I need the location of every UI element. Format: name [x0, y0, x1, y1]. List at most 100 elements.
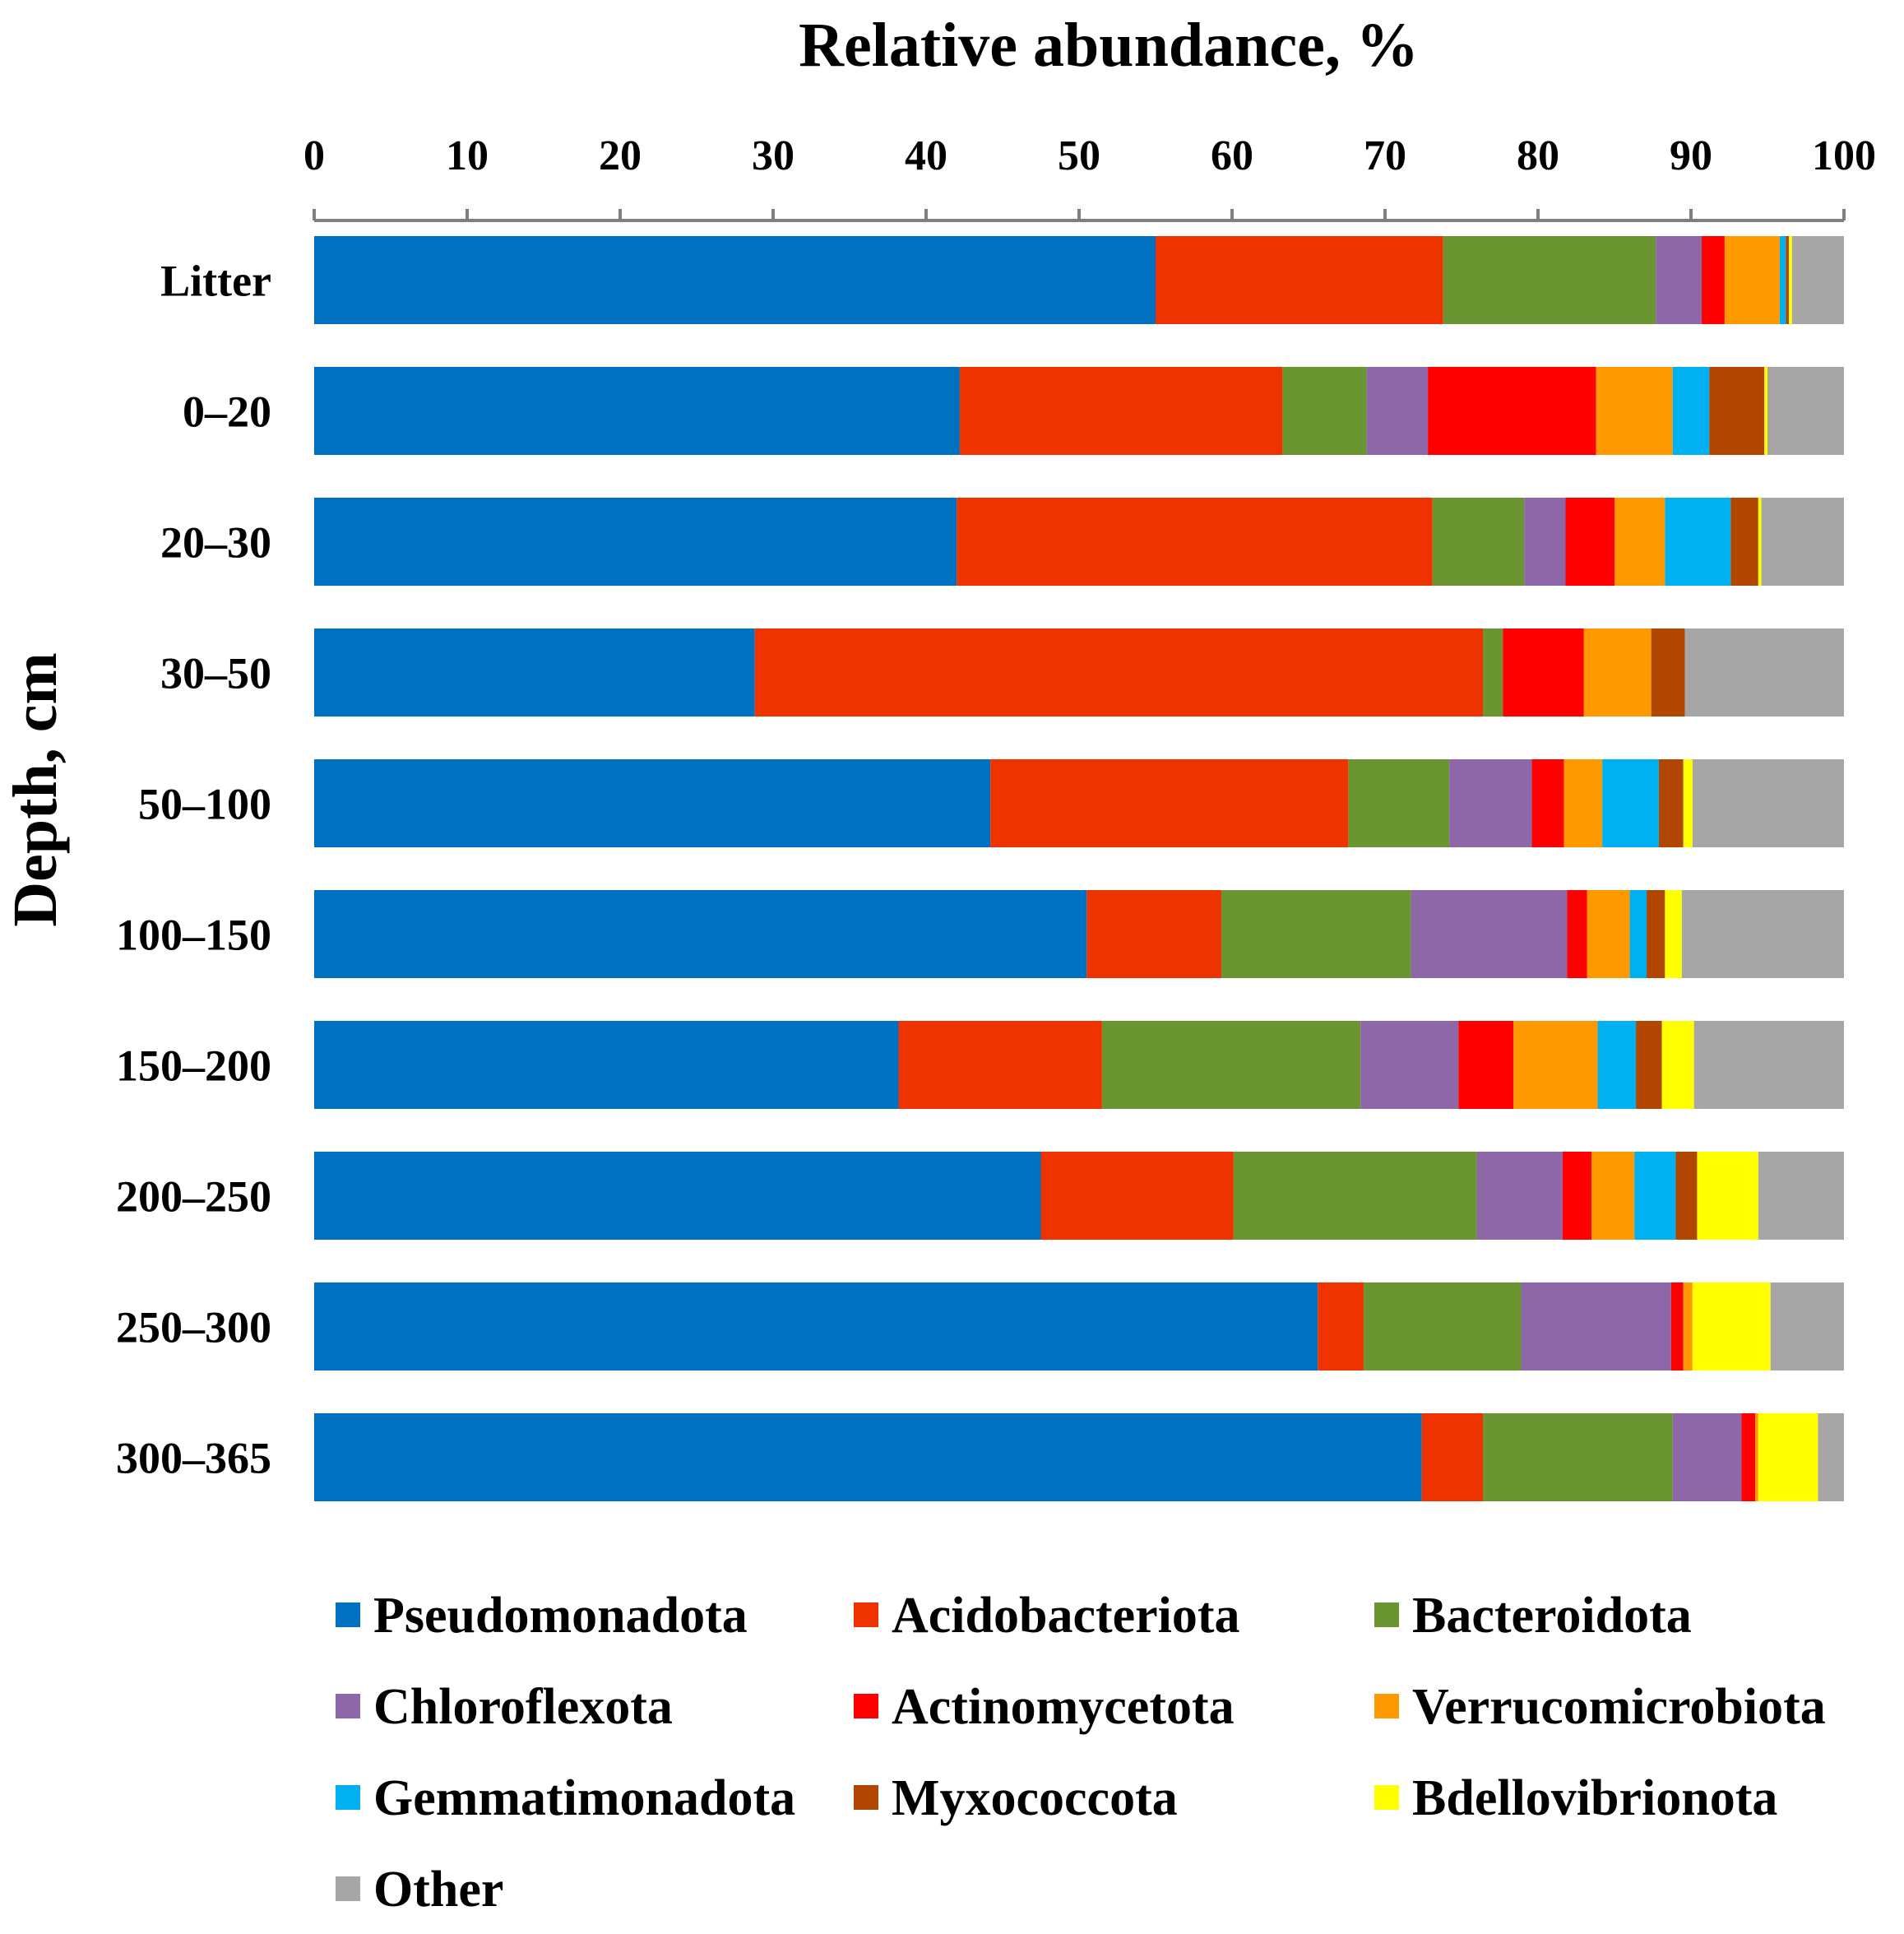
- bar-segment: [1755, 1413, 1758, 1501]
- bar-segment: [1786, 236, 1790, 324]
- bar-segment: [1411, 890, 1568, 978]
- category-label: 20–30: [160, 518, 271, 568]
- bar-segment: [1318, 1282, 1364, 1370]
- legend-swatch: [1374, 1602, 1399, 1627]
- x-tick-label: 50: [1058, 132, 1100, 179]
- category-label: 250–300: [116, 1303, 271, 1352]
- legend-item: Myxococcota: [854, 1770, 1178, 1826]
- x-tick-label: 80: [1517, 132, 1559, 179]
- bar-segment: [1503, 628, 1584, 717]
- legend-swatch: [1374, 1694, 1399, 1718]
- bar-segment: [1791, 236, 1844, 324]
- legend-swatch: [336, 1694, 360, 1718]
- bar-segment: [1758, 1413, 1818, 1501]
- bar-segment: [1513, 1021, 1598, 1109]
- bar-segment: [1665, 498, 1731, 586]
- x-tick-label: 60: [1211, 132, 1253, 179]
- bar-segment: [1449, 759, 1532, 847]
- legend-item: Verrucomicrobiota: [1374, 1679, 1826, 1735]
- bar-segment: [1702, 236, 1725, 324]
- bar-segment: [314, 1021, 899, 1109]
- bar-segment: [1681, 890, 1844, 978]
- bar-segment: [1764, 367, 1767, 455]
- category-label: 0–20: [183, 387, 271, 437]
- legend-label: Verrucomicrobiota: [1412, 1679, 1826, 1735]
- category-label: 150–200: [116, 1041, 271, 1091]
- bar-segment: [1483, 1413, 1673, 1501]
- bar-segment: [314, 1413, 1422, 1501]
- bar-segment: [1233, 1152, 1477, 1240]
- bar-segment: [1591, 1152, 1635, 1240]
- legend-item: Actinomycetota: [854, 1679, 1235, 1735]
- bar-segment: [1709, 367, 1765, 455]
- x-tick-label: 70: [1364, 132, 1406, 179]
- bar-segment: [1741, 1413, 1756, 1501]
- category-labels: Litter 0–20 20–30 30–50 50–100 100–150 150–200…: [116, 257, 271, 1483]
- bar-segment: [1636, 1021, 1662, 1109]
- legend-label: Acidobacteriota: [892, 1588, 1240, 1644]
- legend-label: Actinomycetota: [892, 1679, 1235, 1735]
- legend-item: Other: [336, 1862, 503, 1918]
- legend-label: Gemmatimonadota: [373, 1770, 795, 1826]
- legend-swatch: [336, 1602, 360, 1627]
- bar-segment: [1596, 367, 1673, 455]
- bar-segment: [1670, 1282, 1684, 1370]
- legend-label: Other: [373, 1862, 503, 1918]
- legend-swatch: [1374, 1785, 1399, 1810]
- bar-segment: [1779, 236, 1786, 324]
- bar-segment: [1602, 759, 1659, 847]
- bar-segment: [1483, 628, 1503, 717]
- bar-segment: [1818, 1413, 1844, 1501]
- category-label: 300–365: [116, 1434, 271, 1483]
- x-axis-title: Relative abundance, %: [799, 11, 1419, 80]
- bar-segment: [1156, 236, 1443, 324]
- bar-segment: [1458, 1021, 1514, 1109]
- legend-item: Acidobacteriota: [854, 1588, 1240, 1644]
- bar-segment: [1562, 1152, 1592, 1240]
- x-tick-label: 0: [303, 132, 325, 179]
- bar-segment: [1697, 1152, 1758, 1240]
- legend-swatch: [336, 1876, 360, 1901]
- legend-item: Bacteroidota: [1374, 1588, 1692, 1644]
- bar-segment: [1524, 498, 1566, 586]
- bar-segment: [314, 367, 960, 455]
- legend-swatch: [336, 1785, 360, 1810]
- bar-segment: [1658, 759, 1684, 847]
- x-tick-label: 20: [599, 132, 642, 179]
- category-label: 30–50: [160, 649, 271, 698]
- bar-segment: [1684, 628, 1844, 717]
- bar-segment: [1521, 1282, 1671, 1370]
- legend: Pseudomonadota Acidobacteriota Bacteroidot…: [336, 1588, 1826, 1918]
- bar-segment: [1647, 890, 1665, 978]
- x-axis: 0 10 20 30 40 50 60 70 80 90 100: [303, 132, 1876, 222]
- bar-segment: [754, 628, 1484, 717]
- bar-segment: [1565, 498, 1614, 586]
- bar-segment: [1665, 890, 1682, 978]
- bar-segment: [314, 236, 1156, 324]
- bar-segment: [1672, 367, 1710, 455]
- legend-item: Pseudomonadota: [336, 1588, 748, 1644]
- bar-segment: [1683, 759, 1693, 847]
- bar-segment: [314, 759, 991, 847]
- legend-swatch: [854, 1602, 878, 1627]
- bar-segment: [1629, 890, 1647, 978]
- bar-segment: [1672, 1413, 1742, 1501]
- bar-segment: [1634, 1152, 1676, 1240]
- bar-segment: [990, 759, 1349, 847]
- bar-segment: [957, 498, 1433, 586]
- bar-segment: [1360, 1021, 1459, 1109]
- category-label: 50–100: [138, 780, 271, 829]
- bar-segment: [1761, 498, 1844, 586]
- bar-segment: [1363, 1282, 1522, 1370]
- bar-segment: [1597, 1021, 1637, 1109]
- bar-segment: [1101, 1021, 1361, 1109]
- bar-segment: [1661, 1021, 1694, 1109]
- bar-segment: [1651, 628, 1685, 717]
- bar-segment: [1675, 1152, 1698, 1240]
- bar-segment: [1614, 498, 1665, 586]
- bar-segment: [1656, 236, 1702, 324]
- bar-segment: [1531, 759, 1564, 847]
- y-axis-title: Depth, cm: [1, 652, 70, 927]
- bar-segment: [1428, 367, 1596, 455]
- legend-label: Myxococcota: [892, 1770, 1178, 1826]
